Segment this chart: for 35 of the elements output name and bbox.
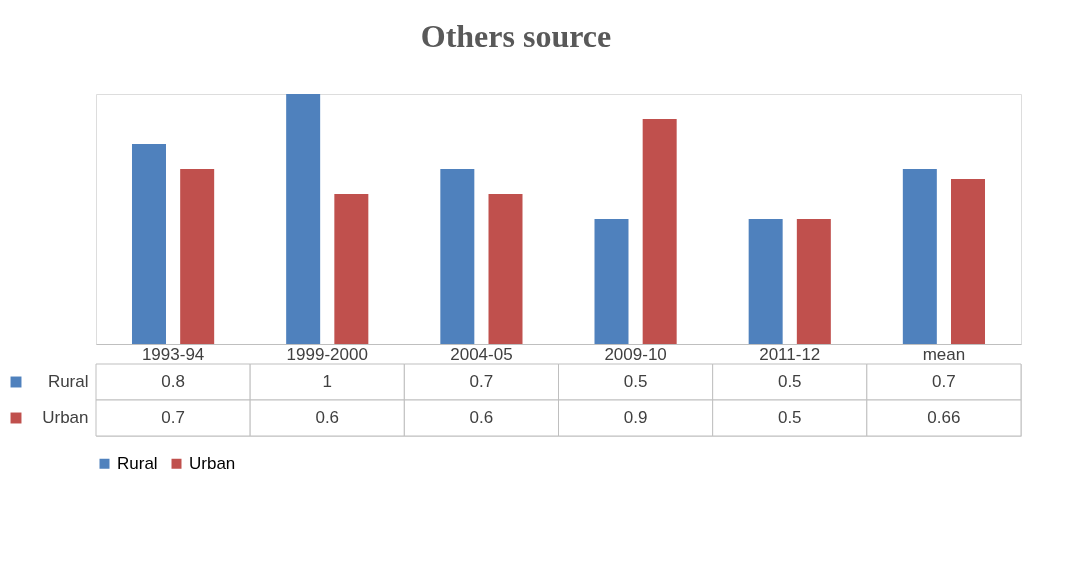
bar	[180, 169, 215, 344]
x-tick-label: 2004-05	[450, 344, 513, 364]
bar	[286, 94, 321, 344]
data-label: 0.5	[623, 372, 648, 391]
bar	[488, 194, 523, 344]
data-label: 0.66	[927, 408, 961, 427]
legend-label: Urban	[189, 453, 236, 473]
x-tick-label: 1999-2000	[286, 344, 368, 364]
bar	[902, 169, 937, 344]
data-label: 1	[322, 372, 332, 391]
chart-title: Others source	[420, 17, 612, 54]
data-label: 0.7	[161, 408, 185, 427]
text: Urban	[42, 408, 89, 427]
text: Rural	[117, 453, 158, 473]
data-label: 0.9	[623, 408, 648, 427]
data-label: 0.8	[161, 372, 185, 391]
bar	[951, 179, 986, 344]
x-tick-label: mean	[922, 344, 966, 364]
data-label: 0.6	[315, 408, 340, 427]
data-label: 0.5	[777, 408, 802, 427]
data-label: 0.7	[932, 372, 956, 391]
x-tick-label: 1993-94	[141, 344, 205, 364]
bar	[796, 219, 831, 344]
bar	[594, 219, 629, 344]
data-label: 0.6	[469, 408, 494, 427]
x-tick-label: 2011-12	[759, 344, 821, 364]
bar	[334, 194, 369, 344]
data-label: 0.7	[469, 372, 494, 391]
legend-label: Rural	[47, 372, 89, 391]
bar	[748, 219, 783, 344]
bar	[642, 119, 677, 344]
bar	[440, 169, 475, 344]
data-label: 0.5	[777, 372, 802, 391]
bar	[131, 144, 166, 344]
x-tick-label: 2009-10	[604, 344, 667, 364]
